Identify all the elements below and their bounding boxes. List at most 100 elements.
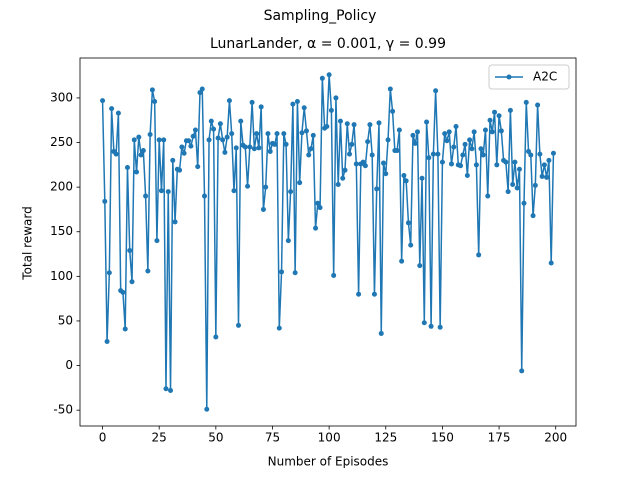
plot-frame xyxy=(79,57,577,427)
data-point xyxy=(188,143,194,149)
data-point xyxy=(378,330,384,336)
data-point xyxy=(249,99,255,105)
y-axis-label: Total reward xyxy=(21,206,35,280)
data-point xyxy=(478,146,484,152)
data-point xyxy=(421,320,427,326)
data-point xyxy=(415,129,421,135)
data-point xyxy=(541,162,547,168)
data-point xyxy=(281,131,287,137)
data-point xyxy=(433,88,439,94)
data-point xyxy=(408,242,414,248)
data-point xyxy=(333,95,339,101)
data-point xyxy=(100,98,106,104)
data-point xyxy=(220,137,226,143)
y-tick-label: 250 xyxy=(50,135,73,149)
data-point xyxy=(319,75,325,81)
data-point xyxy=(344,121,350,127)
data-point xyxy=(315,200,321,206)
data-point xyxy=(394,148,400,154)
data-point xyxy=(482,127,488,133)
data-point xyxy=(231,188,237,194)
data-point xyxy=(331,272,337,278)
data-point xyxy=(143,193,149,199)
data-point xyxy=(480,152,486,158)
data-point xyxy=(403,178,409,184)
data-point xyxy=(310,132,316,138)
data-point xyxy=(165,189,171,195)
data-point xyxy=(512,159,518,165)
data-point xyxy=(279,269,285,275)
data-point xyxy=(548,260,554,266)
data-point xyxy=(496,113,502,119)
data-point xyxy=(546,157,552,163)
data-point xyxy=(308,146,314,152)
data-point xyxy=(208,118,214,124)
data-point xyxy=(328,107,334,113)
data-point xyxy=(489,129,495,135)
x-tick-label: 75 xyxy=(265,431,280,445)
data-point xyxy=(374,186,380,192)
data-point xyxy=(376,120,382,126)
data-point xyxy=(473,162,479,168)
data-point xyxy=(464,173,470,179)
data-point xyxy=(487,117,493,123)
data-point xyxy=(122,326,128,332)
data-point xyxy=(131,137,137,143)
data-point xyxy=(458,163,464,169)
data-point xyxy=(149,87,155,93)
data-point xyxy=(467,137,473,143)
y-tick-label: 100 xyxy=(50,269,73,283)
data-point xyxy=(437,324,443,330)
data-point xyxy=(444,138,450,144)
data-point xyxy=(451,144,457,150)
data-point xyxy=(247,144,253,150)
y-tick-label: 50 xyxy=(58,313,73,327)
x-tick-label: 50 xyxy=(208,431,223,445)
data-point xyxy=(498,128,504,134)
data-point xyxy=(550,150,556,156)
data-point xyxy=(145,268,151,274)
data-point xyxy=(514,185,520,191)
data-point xyxy=(430,151,436,157)
data-point xyxy=(419,175,425,181)
x-tick-label: 125 xyxy=(374,431,397,445)
data-point xyxy=(535,102,541,108)
data-point xyxy=(238,118,244,124)
data-point xyxy=(362,163,368,169)
y-tick-label: 150 xyxy=(50,224,73,238)
data-point xyxy=(537,151,543,157)
data-point xyxy=(258,104,264,110)
data-point xyxy=(494,162,500,168)
x-tick-label: 25 xyxy=(152,431,167,445)
data-point xyxy=(523,99,529,105)
data-point xyxy=(507,107,513,113)
data-point xyxy=(222,149,228,155)
data-point xyxy=(172,219,178,225)
x-tick-label: 100 xyxy=(318,431,341,445)
data-point xyxy=(526,148,532,154)
data-point xyxy=(140,148,146,154)
data-point xyxy=(179,144,185,150)
data-point xyxy=(335,181,341,187)
data-point xyxy=(288,189,294,195)
data-point xyxy=(213,334,219,340)
data-point xyxy=(186,138,192,144)
data-point xyxy=(412,140,418,146)
data-point xyxy=(106,270,112,276)
data-point xyxy=(516,166,522,172)
data-point xyxy=(469,146,475,152)
data-point xyxy=(528,152,534,158)
legend-marker xyxy=(506,74,512,80)
data-point xyxy=(170,157,176,163)
data-point xyxy=(324,123,330,129)
data-point xyxy=(265,131,271,137)
data-point xyxy=(152,98,158,104)
y-tick-label: 200 xyxy=(50,180,73,194)
data-point xyxy=(109,106,115,112)
data-point xyxy=(224,134,230,140)
data-point xyxy=(530,213,536,219)
data-point xyxy=(292,270,298,276)
data-point xyxy=(356,291,362,297)
data-point xyxy=(202,193,208,199)
